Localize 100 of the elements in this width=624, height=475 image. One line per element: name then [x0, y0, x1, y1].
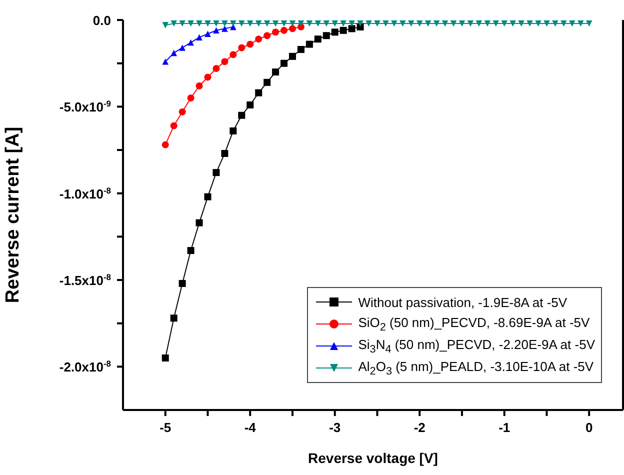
point: [221, 58, 228, 66]
point: [289, 20, 296, 27]
legend-label: Al$_{2}$O$_{3}$ (5 nm)_PEALD, -3.10E-10A at -5V: [358, 358, 594, 378]
point: [492, 20, 500, 27]
point: [382, 20, 389, 27]
point: [255, 89, 262, 96]
point: [272, 68, 280, 76]
legend-label: SiO$_{2}$ (50 nm)_PECVD, -8.69E-9A at -5V: [358, 314, 590, 334]
point: [213, 27, 220, 34]
point: [187, 247, 194, 254]
point: [348, 25, 356, 32]
point: [238, 44, 246, 52]
point: [264, 32, 271, 40]
point: [357, 20, 364, 27]
y-tick-label: 0.0: [92, 13, 111, 28]
point: [366, 20, 372, 27]
point: [246, 20, 254, 27]
point: [450, 20, 457, 27]
point: [552, 20, 558, 27]
point: [467, 20, 474, 27]
point: [374, 20, 380, 27]
point: [170, 122, 178, 130]
point: [408, 20, 414, 27]
y-tick-label: -1.0x10$^{-8}$: [59, 185, 112, 202]
point: [484, 20, 491, 27]
point: [204, 74, 212, 81]
point: [322, 32, 330, 40]
point: [433, 20, 440, 27]
point: [272, 20, 279, 27]
y-axis-title: Reverse current [A]: [2, 126, 24, 304]
point: [297, 46, 304, 53]
x-tick-label: 0: [585, 420, 593, 435]
point: [162, 141, 169, 148]
point: [340, 26, 347, 34]
point: [204, 193, 212, 200]
point: [246, 40, 254, 48]
point: [230, 20, 236, 27]
point: [314, 20, 322, 27]
point: [221, 150, 228, 157]
point: [416, 20, 423, 27]
legend-label: Si$_{3}$N$_{4}$ (50 nm)_PECVD, -2.20E-9A at -5V: [358, 336, 595, 356]
point: [204, 30, 211, 38]
point: [306, 20, 313, 27]
point: [162, 354, 169, 362]
point: [458, 20, 466, 27]
point: [246, 101, 254, 108]
point: [178, 280, 186, 287]
point: [288, 52, 296, 60]
point: [187, 94, 194, 102]
point: [170, 50, 177, 56]
point: [356, 23, 364, 30]
point: [212, 169, 220, 176]
point: [188, 39, 194, 46]
point: [298, 20, 304, 27]
point: [212, 65, 220, 72]
point: [331, 28, 338, 36]
point: [569, 20, 576, 27]
x-tick-label: -2: [414, 420, 426, 435]
point: [560, 20, 567, 27]
point: [196, 82, 203, 90]
point: [272, 28, 280, 36]
x-tick-label: -1: [498, 420, 510, 435]
point: [424, 20, 432, 27]
point: [204, 20, 211, 27]
y-tick-label: -1.5x10$^{-8}$: [59, 272, 112, 288]
point: [314, 36, 322, 43]
point: [196, 34, 202, 40]
point: [586, 20, 592, 27]
point: [510, 20, 516, 27]
x-tick-label: -3: [329, 420, 341, 435]
point: [340, 20, 346, 27]
point: [400, 20, 406, 27]
point: [535, 20, 542, 27]
point: [238, 112, 246, 119]
legend-label: Without passivation, -1.9E-8A at -5V: [358, 294, 568, 310]
point: [264, 20, 270, 27]
point: [544, 20, 550, 27]
point: [280, 20, 288, 27]
point: [196, 20, 202, 27]
point: [179, 44, 186, 51]
point: [222, 26, 228, 32]
point: [476, 20, 482, 27]
point: [264, 78, 271, 86]
point: [179, 20, 186, 27]
y-tick-label: -2.0x10$^{-8}$: [59, 358, 112, 375]
point: [391, 20, 398, 27]
x-axis-title: Reverse voltage [V]: [308, 450, 438, 466]
point: [170, 20, 177, 27]
point: [332, 20, 338, 27]
point: [501, 20, 508, 27]
point: [230, 51, 237, 58]
point: [526, 20, 533, 27]
point: [348, 20, 355, 27]
y-tick-label: -5.0x10$^{-9}$: [59, 98, 112, 115]
point: [213, 20, 220, 27]
x-tick-label: -5: [160, 420, 172, 435]
point: [288, 25, 296, 32]
point: [306, 40, 313, 48]
point: [230, 127, 237, 134]
x-tick-label: -4: [244, 420, 257, 435]
